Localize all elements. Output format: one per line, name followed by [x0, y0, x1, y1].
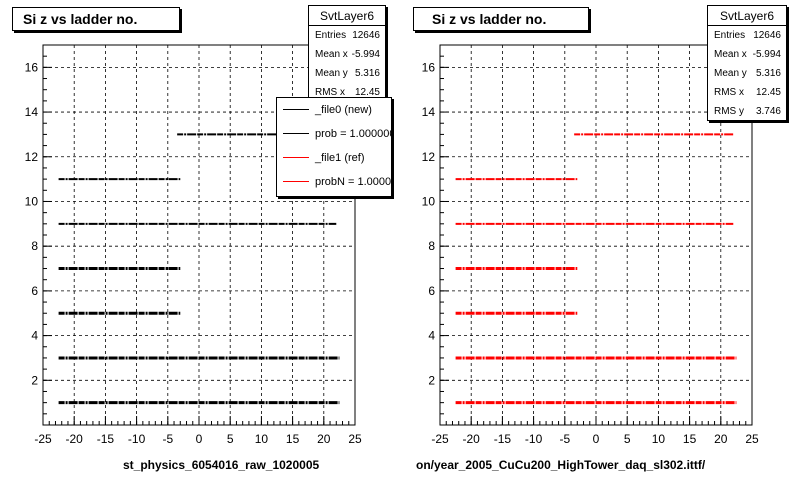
y-tick-label: 4	[428, 329, 435, 343]
y-tick-label: 12	[422, 150, 436, 164]
right-stats-row: RMS y 3.746	[714, 106, 781, 117]
y-tick-label: 6	[428, 284, 435, 298]
right-stats-row: Mean y 5.316	[714, 68, 781, 79]
x-tick-label: -25	[431, 432, 449, 446]
x-tick-label: 10	[652, 432, 666, 446]
left-title-text: Si z vs ladder no.	[23, 11, 138, 27]
x-tick-label: 25	[745, 432, 759, 446]
left-stats-row: Mean x -5.994	[315, 49, 380, 60]
y-tick-label: 2	[428, 373, 435, 387]
legend-entry: probN = 1.000000	[277, 170, 391, 194]
right-stats-row: Entries 12646	[714, 30, 781, 41]
left-stats-row: Mean y 5.316	[315, 68, 380, 79]
left-stats-row: RMS x 12.45	[315, 87, 380, 98]
y-tick-label: 16	[422, 60, 436, 74]
left-plot-title: Si z vs ladder no.	[12, 7, 180, 31]
legend-entry: prob = 1.000000	[277, 122, 391, 146]
left-x-axis-label: st_physics_6054016_raw_1020005	[123, 458, 320, 472]
x-tick-label: 20	[317, 432, 331, 446]
x-tick-label: 0	[196, 432, 203, 446]
y-tick-label: 8	[428, 239, 435, 253]
x-tick-label: 0	[593, 432, 600, 446]
right-stats-box: SvtLayer6 Entries 12646 Mean x -5.994 Me…	[707, 5, 787, 121]
x-tick-label: 5	[227, 432, 234, 446]
x-tick-label: -10	[128, 432, 146, 446]
x-tick-label: 20	[714, 432, 728, 446]
x-tick-label: -15	[97, 432, 115, 446]
x-tick-label: 15	[683, 432, 697, 446]
legend-line-red	[283, 157, 309, 158]
y-tick-label: 14	[422, 105, 436, 119]
y-tick-label: 10	[422, 194, 436, 208]
y-tick-label: 14	[25, 105, 39, 119]
x-tick-label: 25	[348, 432, 362, 446]
y-tick-label: 12	[25, 150, 39, 164]
right-stats-row: RMS x 12.45	[714, 87, 781, 98]
x-tick-label: 10	[255, 432, 269, 446]
left-stats-box: SvtLayer6 Entries 12646 Mean x -5.994 Me…	[308, 5, 386, 103]
left-legend: _file0 (new) prob = 1.000000 _file1 (ref…	[276, 97, 392, 197]
legend-entry: _file0 (new)	[277, 98, 391, 122]
y-tick-label: 16	[25, 60, 39, 74]
y-tick-label: 2	[31, 373, 38, 387]
legend-entry: _file1 (ref)	[277, 146, 391, 170]
right-title-text: Si z vs ladder no.	[432, 11, 547, 27]
x-tick-label: 5	[624, 432, 631, 446]
left-stats-name: SvtLayer6	[309, 6, 385, 26]
x-tick-label: -20	[66, 432, 84, 446]
x-tick-label: -10	[525, 432, 543, 446]
y-tick-label: 8	[31, 239, 38, 253]
y-tick-label: 6	[31, 284, 38, 298]
x-tick-label: 15	[286, 432, 300, 446]
legend-line-black	[283, 109, 309, 110]
x-tick-label: -5	[162, 432, 173, 446]
y-tick-label: 4	[31, 329, 38, 343]
x-tick-label: -5	[559, 432, 570, 446]
legend-line-black	[283, 133, 309, 134]
right-plot-title: Si z vs ladder no.	[413, 7, 589, 31]
right-stats-row: Mean x -5.994	[714, 49, 781, 60]
x-tick-label: -25	[34, 432, 52, 446]
right-stats-name: SvtLayer6	[708, 6, 786, 26]
right-x-axis-label: on/year_2005_CuCu200_HighTower_daq_sl302…	[416, 458, 706, 472]
left-stats-row: Entries 12646	[315, 30, 380, 41]
x-tick-label: -15	[494, 432, 512, 446]
legend-line-red	[283, 181, 309, 182]
x-tick-label: -20	[463, 432, 481, 446]
y-tick-label: 10	[25, 194, 39, 208]
